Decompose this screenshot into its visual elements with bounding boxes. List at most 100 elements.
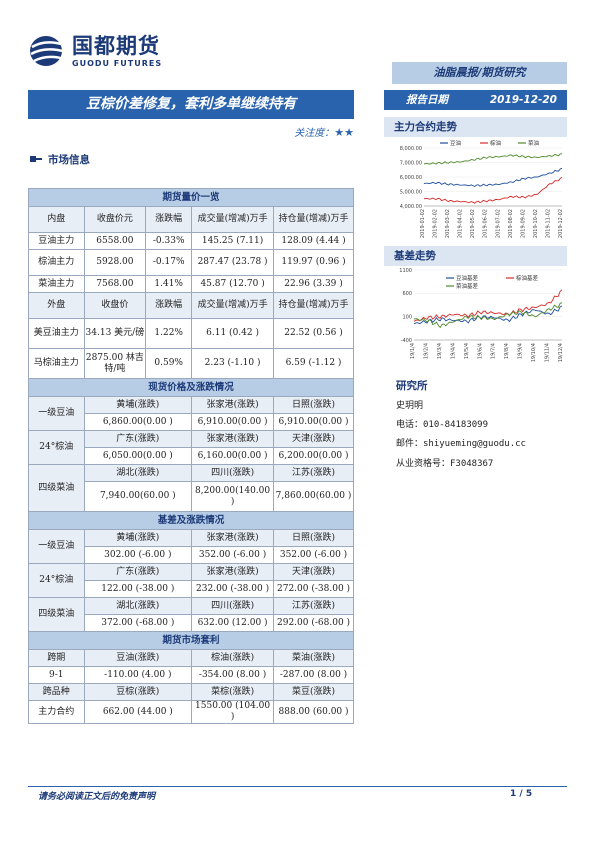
table-cell: 6,160.00(0.00 ) (191, 447, 275, 465)
y-tick-label: 100 (402, 314, 412, 320)
table-header: 棕油(涨跌) (191, 649, 275, 667)
location-cell: 张家港(涨跌) (191, 563, 275, 581)
table-row: 7,940.00(60.00 ) 8,200.00(140.00 ) 7,860… (29, 481, 354, 512)
table-cell: -110.00 (4.00 ) (83, 666, 193, 684)
table-cell: 1550.00 (104.00 ) (191, 700, 275, 724)
star-icon: ★★ (334, 126, 354, 139)
researcher-license: 从业资格号：F3048367 (396, 459, 494, 469)
location-cell: 张家港(涨跌) (191, 529, 275, 547)
table-cell: 5928.00 (83, 249, 147, 276)
product-cell: 24°棕油 (28, 563, 85, 598)
y-tick-label: -400 (401, 338, 412, 344)
table-row: 棕油主力 5928.00 -0.17% 287.47 (23.78 ) 119.… (28, 249, 354, 276)
legend-label: 棕油 (490, 139, 502, 147)
table-header: 成交量(增减)万手 (191, 206, 275, 233)
location-cell: 江苏(涨跌) (273, 464, 354, 482)
x-tick-label: 2019-04-02 (458, 209, 464, 238)
table-cell: 888.00 (60.00 ) (273, 700, 354, 724)
table-cell: 662.00 (44.00 ) (83, 700, 193, 724)
table-cell: 292.00 (-68.00 ) (273, 614, 354, 632)
spot-band: 现货价格及涨跌情况 (28, 378, 354, 397)
table-header: 持仓量(增减)万手 (273, 292, 354, 319)
report-type-banner: 油脂晨报/期货研究 (392, 62, 567, 84)
x-tick-label: 19/12/4 (558, 343, 564, 362)
table-cell: 6558.00 (83, 232, 147, 250)
table-cell: 7,860.00(60.00 ) (273, 481, 354, 512)
table-row: 马棕油主力 2875.00 林吉特/吨 0.59% 2.23 (-1.10 ) … (28, 348, 354, 379)
researcher-phone: 电话：010-84183099 (396, 420, 489, 430)
y-tick-label: 6,000.00 (400, 175, 422, 181)
table-cell: 豆油主力 (28, 232, 85, 250)
x-tick-label: 2019-08-02 (508, 209, 514, 238)
market-info-heading: 市场信息 (30, 152, 90, 167)
table-row: 主力合约 662.00 (44.00 ) 1550.00 (104.00 ) 8… (28, 700, 354, 724)
location-cell: 四川(涨跌) (191, 597, 275, 615)
table-header: 成交量(增减)万手 (191, 292, 275, 319)
table-cell: 棕油主力 (28, 249, 85, 276)
x-tick-label: 19/8/4 (504, 343, 510, 359)
table-cell: 6,910.00(0.00 ) (191, 413, 275, 431)
x-tick-label: 2019-01-02 (420, 209, 426, 238)
table-cell: 6.11 (0.42 ) (191, 318, 275, 349)
basis-chart-heading: 基差走势 (384, 246, 567, 266)
product-cell: 一级豆油 (28, 529, 85, 564)
table-header: 豆油(涨跌) (83, 649, 193, 667)
table-cell: 2875.00 林吉特/吨 (83, 348, 147, 379)
table-row: 302.00 (-6.00 ) 352.00 (-6.00 ) 352.00 (… (29, 546, 354, 564)
legend-label: 豆油基差 (456, 274, 479, 282)
researcher-email[interactable]: 邮件：shiyueming@guodu.cc (396, 439, 526, 449)
location-cell: 江苏(涨跌) (273, 597, 354, 615)
x-tick-label: 2019-12-02 (558, 209, 564, 238)
table-header: 豆棕(涨跌) (83, 683, 193, 701)
table-cell: 主力合约 (28, 700, 85, 724)
date-value: 2019-12-20 (489, 94, 557, 106)
product-cell: 24°棕油 (28, 430, 85, 465)
table-cell: 22.96 (3.39 ) (273, 275, 354, 293)
table-row: 美豆油主力 34.13 美元/磅 1.22% 6.11 (0.42 ) 22.5… (28, 318, 354, 349)
y-tick-label: 8,000.00 (400, 146, 422, 152)
market-data-table: 期货量价一览 内盘 收盘价元 涨跌幅 成交量(增减)万手 持仓量(增减)万手 豆… (28, 188, 354, 724)
title-divider (28, 118, 354, 119)
table-header: 收盘价 (83, 292, 147, 319)
legend-label: 豆油 (450, 139, 462, 147)
futures-band: 期货量价一览 (28, 188, 354, 207)
x-tick-label: 2019-07-02 (495, 209, 501, 238)
x-tick-label: 19/9/4 (518, 343, 524, 359)
legend-label: 棕油基差 (516, 274, 539, 282)
company-logo: 国都期货 GUODU FUTURES (28, 30, 178, 72)
location-cell: 天津(涨跌) (273, 430, 354, 448)
table-cell: 9-1 (28, 666, 85, 684)
table-header: 菜豆(涨跌) (273, 683, 354, 701)
table-cell: 632.00 (12.00 ) (191, 614, 275, 632)
table-cell: 6,200.00(0.00 ) (273, 447, 354, 465)
series-line (423, 177, 563, 204)
table-cell: 2.23 (-1.10 ) (191, 348, 275, 379)
table-cell: -0.33% (145, 232, 193, 250)
report-date-bar: 报告日期 2019-12-20 (384, 90, 567, 110)
x-tick-label: 2019-03-02 (445, 209, 451, 238)
researcher-name: 史玥明 (396, 401, 424, 411)
table-cell: 马棕油主力 (28, 348, 85, 379)
table-row: 豆油主力 6558.00 -0.33% 145.25 (7.11) 128.09… (28, 232, 354, 250)
table-header: 内盘 (28, 206, 85, 233)
y-tick-label: 7,000.00 (400, 160, 422, 166)
table-cell: 34.13 美元/磅 (83, 318, 147, 349)
location-cell: 张家港(涨跌) (191, 430, 275, 448)
table-cell: 6,910.00(0.00 ) (273, 413, 354, 431)
date-label: 报告日期 (406, 94, 448, 106)
report-title: 豆棕价差修复，套利多单继续持有 (28, 90, 354, 118)
location-cell: 日照(涨跌) (273, 529, 354, 547)
location-cell: 广东(涨跌) (83, 563, 193, 581)
x-tick-label: 2019-02-02 (433, 209, 439, 238)
product-cell: 四级菜油 (28, 597, 85, 632)
product-cell: 一级豆油 (28, 396, 85, 431)
table-cell: 302.00 (-6.00 ) (83, 546, 193, 564)
product-cell: 四级菜油 (28, 464, 85, 512)
disclaimer-text: 请务必阅读正文后的免责声明 (38, 792, 156, 802)
location-cell: 广东(涨跌) (83, 430, 193, 448)
x-tick-label: 2019-10-02 (533, 209, 539, 238)
logo-chinese-text: 国都期货 (72, 34, 160, 58)
y-tick-label: 5,000.00 (400, 189, 422, 195)
table-cell: 6.59 (-1.12 ) (273, 348, 354, 379)
location-cell: 黄埔(涨跌) (83, 396, 193, 414)
